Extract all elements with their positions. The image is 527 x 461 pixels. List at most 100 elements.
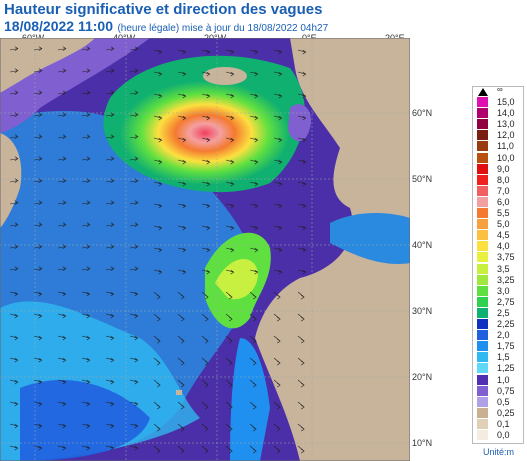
direction-arrow-icon	[105, 178, 115, 183]
direction-arrow-icon	[201, 181, 211, 187]
direction-arrow-icon	[105, 401, 115, 407]
direction-arrow-icon	[129, 379, 139, 385]
direction-arrow-icon	[81, 379, 91, 385]
direction-arrow-icon	[225, 335, 233, 344]
direction-arrow-icon	[249, 71, 259, 77]
direction-arrow-icon	[129, 200, 139, 205]
direction-arrow-icon	[57, 313, 67, 319]
legend-label: 3,75	[497, 252, 515, 263]
direction-arrow-icon	[177, 49, 187, 55]
direction-arrow-icon	[9, 244, 19, 249]
legend-label: 4,0	[497, 241, 510, 252]
legend-label: 5,5	[497, 208, 510, 218]
direction-arrow-icon	[33, 200, 43, 205]
direction-arrow-icon	[225, 71, 235, 77]
direction-arrow-icon	[129, 335, 139, 341]
forecast-date: 18/08/2022 11:00	[4, 18, 113, 34]
direction-arrow-icon	[153, 115, 163, 121]
direction-arrow-icon	[297, 445, 305, 454]
graticule	[0, 38, 410, 461]
direction-arrow-icon	[33, 68, 43, 73]
direction-arrow-icon	[177, 335, 185, 344]
legend-label: 1,25	[497, 363, 515, 374]
land-cape-verde	[176, 390, 182, 395]
direction-arrow-icon	[105, 423, 115, 429]
direction-arrow-icon	[177, 203, 187, 209]
legend-label: 2,25	[497, 319, 515, 329]
land-north-america	[0, 133, 22, 228]
legend-label: 3,0	[497, 285, 510, 296]
direction-arrow-icon	[201, 379, 209, 388]
legend-label: 0,0	[497, 430, 510, 440]
direction-arrow-icon	[225, 159, 235, 165]
legend-swatch	[477, 307, 488, 318]
direction-arrow-icon	[9, 401, 19, 407]
legend-swatch	[477, 319, 488, 329]
legend-swatch	[477, 352, 488, 363]
direction-arrow-icon	[81, 291, 91, 297]
direction-arrow-icon	[177, 93, 187, 99]
direction-arrow-icon	[177, 247, 187, 253]
direction-arrow-icon	[273, 445, 281, 454]
direction-arrow-icon	[153, 335, 161, 344]
direction-arrow-icon	[225, 225, 235, 231]
direction-arrow-icon	[33, 222, 43, 227]
legend-swatch	[477, 163, 488, 174]
direction-arrow-icon	[177, 269, 187, 275]
direction-arrow-icon	[105, 134, 115, 139]
direction-arrow-icon	[249, 335, 257, 344]
direction-arrow-icon	[81, 178, 91, 183]
direction-arrow-icon	[225, 445, 233, 454]
direction-arrow-icon	[225, 423, 233, 432]
direction-arrow-icon	[225, 379, 233, 388]
direction-arrow-icon	[81, 46, 91, 51]
direction-arrow-icon	[81, 357, 91, 363]
direction-arrow-icon	[9, 335, 19, 341]
legend-swatch	[477, 130, 488, 141]
direction-arrow-icon	[297, 159, 307, 165]
direction-arrow-icon	[57, 244, 67, 249]
direction-arrow-icon	[273, 181, 283, 187]
direction-arrow-icon	[33, 379, 43, 385]
direction-arrow-icon	[297, 93, 307, 99]
direction-arrow-icon	[81, 222, 91, 227]
direction-arrow-icon	[9, 46, 19, 51]
legend-swatch	[477, 219, 488, 230]
direction-arrow-icon	[105, 291, 115, 297]
direction-arrow-icon	[153, 71, 163, 77]
direction-arrow-icon	[153, 159, 163, 165]
direction-arrow-icon	[153, 379, 161, 388]
direction-arrow-icon	[105, 335, 115, 341]
direction-arrow-icon	[225, 313, 233, 322]
direction-arrow-icon	[33, 244, 43, 249]
legend-label: 2,75	[497, 296, 515, 307]
direction-arrow-icon	[177, 159, 187, 165]
direction-arrow-icon	[177, 445, 185, 454]
direction-arrow-icon	[153, 401, 161, 410]
direction-arrow-icon	[225, 49, 235, 55]
color-legend: ∞ 15,0 14,0 13,0 12,0 11,0 10,0 9,0 8,0 7,0 6,0 5,…	[472, 85, 524, 444]
legend-swatch	[477, 241, 488, 252]
direction-arrow-icon	[249, 379, 257, 388]
direction-arrow-icon	[177, 357, 185, 366]
sea-british-isles	[288, 104, 311, 142]
direction-arrow-icon	[129, 244, 139, 249]
legend-label: 10,0	[497, 152, 515, 163]
direction-arrow-icon	[33, 401, 43, 407]
direction-arrow-icon	[153, 423, 161, 432]
direction-arrow-icon	[57, 335, 67, 341]
direction-arrow-icon	[81, 266, 91, 271]
direction-arrow-icon	[57, 401, 67, 407]
direction-arrow-icon	[129, 134, 139, 139]
direction-arrow-icon	[105, 357, 115, 363]
legend-label: 5,0	[497, 219, 510, 230]
direction-arrow-icon	[81, 445, 91, 451]
legend-label: 0,1	[497, 418, 510, 429]
legend-label: 1,75	[497, 341, 515, 352]
direction-arrow-icon	[33, 335, 43, 341]
direction-arrow-icon	[129, 112, 139, 117]
direction-arrow-icon	[273, 159, 283, 165]
land-iceland	[203, 67, 247, 85]
direction-arrow-icon	[129, 222, 139, 227]
legend-label: 13,0	[497, 119, 515, 130]
